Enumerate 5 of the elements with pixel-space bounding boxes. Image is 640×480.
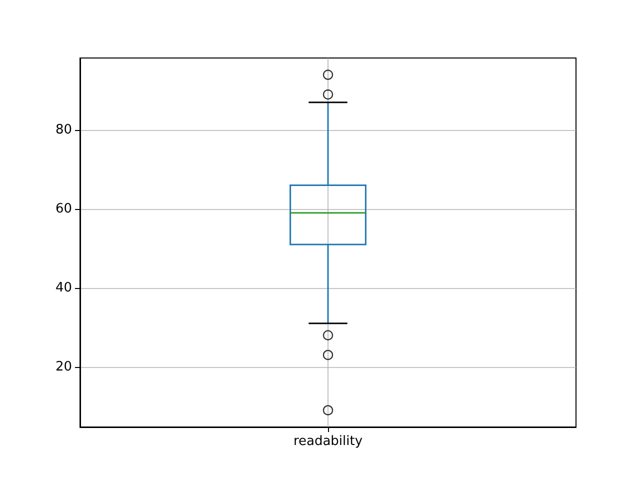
y-tick-label: 80 bbox=[55, 122, 72, 138]
y-tick-label: 60 bbox=[55, 201, 72, 216]
y-tick-label: 20 bbox=[55, 359, 72, 374]
y-tick-label: 40 bbox=[55, 280, 72, 296]
x-tick-label: readability bbox=[293, 434, 363, 449]
